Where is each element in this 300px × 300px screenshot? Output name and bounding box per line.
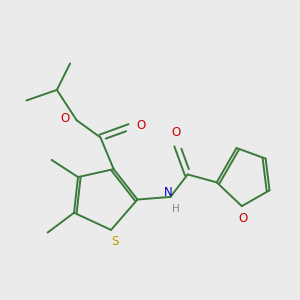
Text: H: H bbox=[172, 204, 180, 214]
Text: O: O bbox=[137, 119, 146, 132]
Text: S: S bbox=[111, 235, 119, 248]
Text: O: O bbox=[238, 212, 248, 224]
Text: N: N bbox=[164, 186, 172, 200]
Text: O: O bbox=[60, 112, 69, 125]
Text: O: O bbox=[171, 126, 180, 139]
